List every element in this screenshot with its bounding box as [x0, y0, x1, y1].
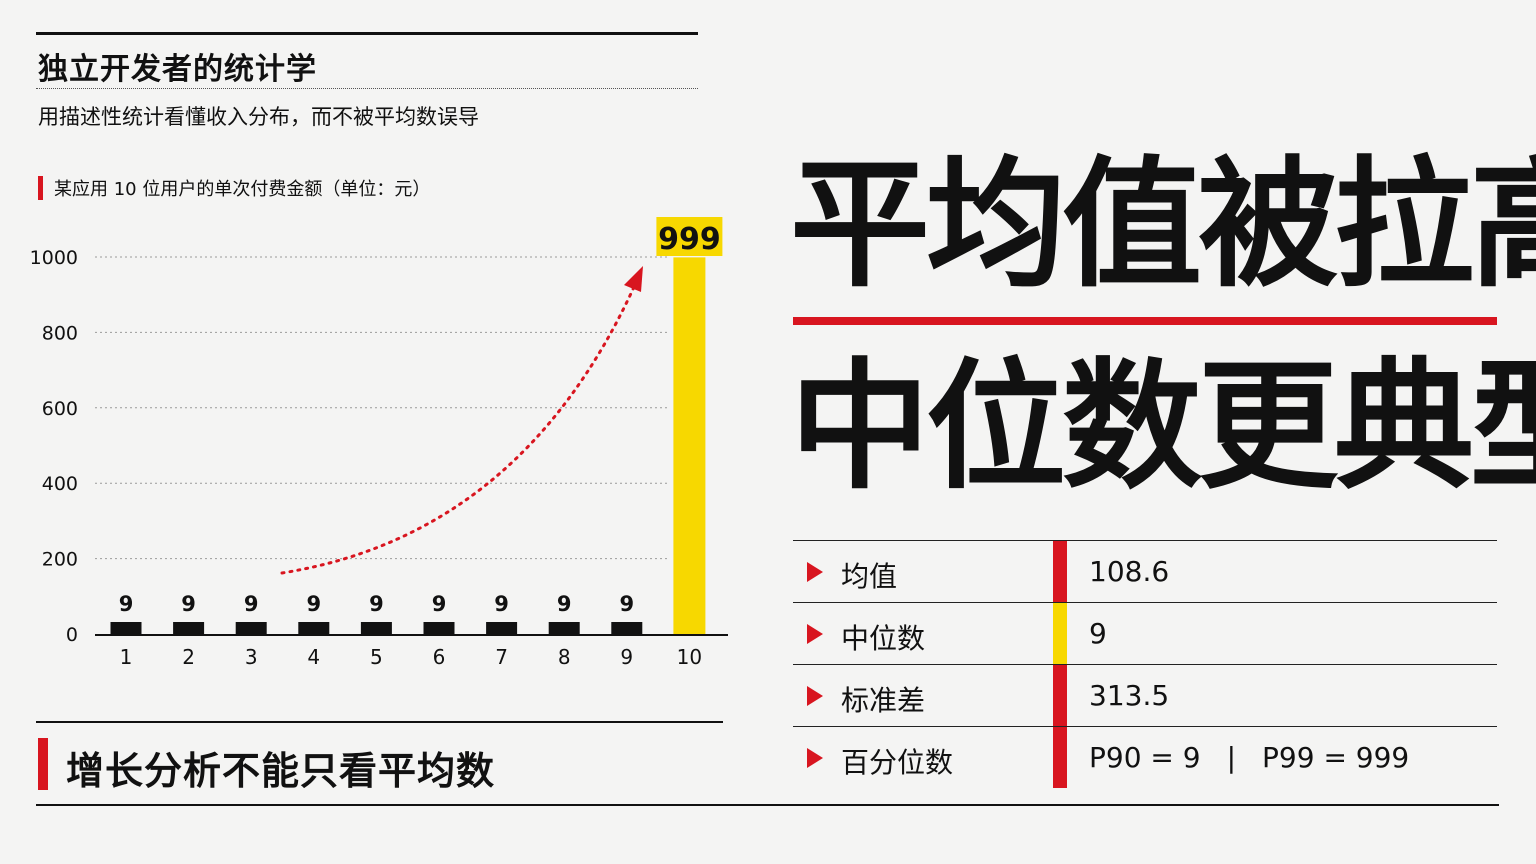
footer-text: 增长分析不能只看平均数 [66, 749, 496, 793]
value-separator: | [1226, 741, 1237, 774]
data-label: 9 [119, 592, 134, 616]
stat-row-mean: 均值 108.6 [793, 540, 1497, 602]
data-label: 9 [619, 592, 634, 616]
bar [486, 622, 518, 634]
headline-line-1: 平均值被拉高 [790, 144, 1536, 307]
play-arrow-icon [807, 686, 823, 706]
stats-table: 均值 108.6 中位数 9 标准差 313.5 百分位数 P90 = 9 | P9… [793, 540, 1497, 788]
y-tick-label: 600 [42, 398, 78, 420]
top-rule [36, 32, 698, 35]
stat-value-percentiles: P90 = 9 | P99 = 999 [1089, 741, 1409, 774]
data-label: 9 [244, 592, 259, 616]
headline-line-2: 中位数更典型 [790, 346, 1536, 509]
data-label: 9 [432, 592, 447, 616]
bar [360, 622, 392, 634]
data-label-highlight-box [656, 217, 723, 256]
bar [110, 622, 142, 634]
chart-caption: 某应用 10 位用户的单次付费金额（单位：元） [54, 179, 431, 200]
x-tick-label: 2 [182, 645, 195, 669]
play-arrow-icon [807, 562, 823, 582]
footer-marker [38, 738, 48, 790]
play-arrow-icon [807, 748, 823, 768]
bar [423, 622, 455, 634]
bar [548, 622, 580, 634]
data-label: 9 [369, 592, 384, 616]
y-tick-label: 400 [42, 473, 78, 495]
stat-label: 百分位数 [841, 746, 954, 779]
bar [298, 622, 330, 634]
chart-caption-marker [38, 176, 43, 200]
headline-divider [793, 317, 1497, 325]
stat-label: 标准差 [841, 684, 926, 717]
footer-top-rule [36, 721, 723, 723]
x-tick-label: 8 [558, 645, 571, 669]
x-tick-label: 1 [120, 645, 133, 669]
page-title: 独立开发者的统计学 [38, 52, 317, 87]
stat-value: 108.6 [1089, 555, 1170, 588]
data-label: 9 [306, 592, 321, 616]
p90-value: P90 = 9 [1089, 741, 1201, 774]
bar [673, 257, 706, 634]
data-label: 9 [181, 592, 196, 616]
stat-accent-bar [1053, 603, 1067, 664]
data-label: 999 [658, 222, 721, 257]
x-tick-label: 6 [433, 645, 446, 669]
stat-row-percentile: 百分位数 P90 = 9 | P99 = 999 [793, 726, 1497, 788]
bar [235, 622, 267, 634]
data-label: 9 [557, 592, 572, 616]
page-subtitle: 用描述性统计看懂收入分布，而不被平均数误导 [38, 105, 479, 129]
stat-row-stddev: 标准差 313.5 [793, 664, 1497, 726]
trend-arrow-line [280, 285, 636, 575]
stat-label: 中位数 [841, 622, 926, 655]
x-tick-label: 5 [370, 645, 383, 669]
x-tick-label: 9 [620, 645, 633, 669]
x-tick-label: 4 [307, 645, 320, 669]
stat-accent-bar [1053, 665, 1067, 726]
y-tick-label: 1000 [30, 247, 78, 269]
play-arrow-icon [807, 624, 823, 644]
stat-accent-bar [1053, 727, 1067, 788]
stat-label: 均值 [841, 560, 898, 593]
x-tick-label: 10 [677, 645, 702, 669]
title-divider [36, 88, 698, 89]
stat-accent-bar [1053, 541, 1067, 602]
y-tick-label: 0 [66, 624, 78, 646]
y-tick-label: 800 [42, 322, 78, 344]
y-tick-label: 200 [42, 549, 78, 571]
arrow-head-icon [624, 266, 643, 292]
bar [173, 622, 205, 634]
bottom-rule [36, 804, 1499, 806]
stat-value: 9 [1089, 617, 1107, 650]
p99-value: P99 = 999 [1262, 741, 1410, 774]
x-tick-label: 3 [245, 645, 258, 669]
data-label: 9 [494, 592, 509, 616]
stat-row-median: 中位数 9 [793, 602, 1497, 664]
bar [611, 622, 643, 634]
x-tick-label: 7 [495, 645, 508, 669]
stat-value: 313.5 [1089, 679, 1170, 712]
